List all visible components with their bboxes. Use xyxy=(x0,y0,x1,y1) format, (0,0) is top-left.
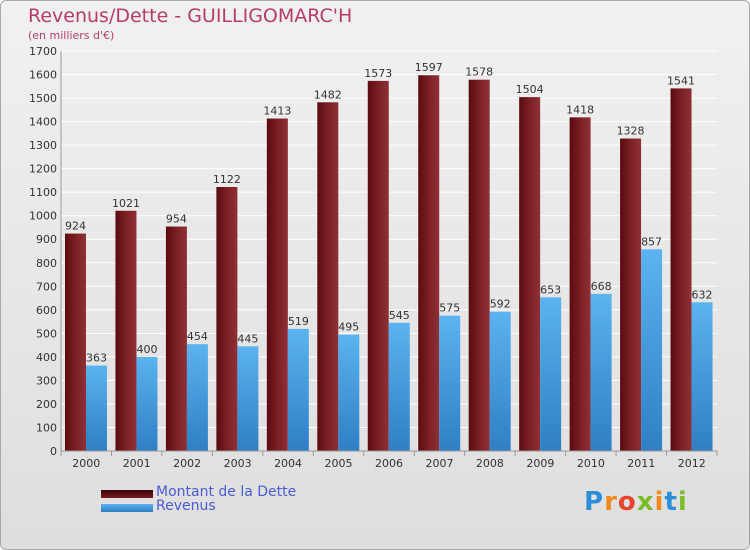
logo-letter: i xyxy=(677,487,688,517)
chart-subtitle: (en milliers d'€) xyxy=(28,29,115,42)
data-label-dette: 1328 xyxy=(617,125,645,138)
data-label-dette: 1504 xyxy=(516,83,544,96)
x-tick-label: 2008 xyxy=(476,457,504,470)
y-tick-label: 300 xyxy=(36,374,57,387)
bar-revenus xyxy=(287,328,309,451)
data-label-dette: 1413 xyxy=(263,105,291,118)
y-tick-label: 400 xyxy=(36,351,57,364)
legend-label-dette: Montant de la Dette xyxy=(156,484,297,500)
data-label-revenus: 400 xyxy=(136,343,157,356)
data-label-revenus: 632 xyxy=(692,288,713,301)
bar-revenus xyxy=(237,346,259,451)
data-label-revenus: 495 xyxy=(338,321,359,334)
bar-revenus xyxy=(489,311,511,451)
data-label-revenus: 545 xyxy=(389,309,410,322)
data-label-revenus: 592 xyxy=(490,298,511,311)
x-tick-label: 2003 xyxy=(224,457,252,470)
data-label-dette: 1418 xyxy=(566,103,594,116)
data-label-revenus: 519 xyxy=(288,315,309,328)
y-tick-label: 1000 xyxy=(29,210,57,223)
logo-letter: P xyxy=(584,487,605,517)
bar-dette xyxy=(670,88,692,451)
data-label-revenus: 575 xyxy=(439,302,460,315)
bar-revenus xyxy=(186,344,208,451)
bar-revenus xyxy=(439,315,461,451)
logo-letter: o xyxy=(617,487,637,517)
y-tick-label: 100 xyxy=(36,421,57,434)
y-tick-label: 500 xyxy=(36,327,57,340)
bar-revenus xyxy=(86,365,107,451)
y-tick-label: 1100 xyxy=(29,186,57,199)
data-label-dette: 1573 xyxy=(364,67,392,80)
x-tick-label: 2002 xyxy=(173,457,201,470)
data-label-dette: 924 xyxy=(65,220,86,233)
bar-dette xyxy=(65,233,86,451)
bar-dette xyxy=(216,187,238,451)
data-label-dette: 1122 xyxy=(213,173,241,186)
data-label-dette: 1482 xyxy=(314,88,342,101)
y-tick-label: 1600 xyxy=(29,69,57,82)
data-label-revenus: 668 xyxy=(591,280,612,293)
chart-title: Revenus/Dette - GUILLIGOMARC'H xyxy=(28,5,353,27)
bar-revenus xyxy=(641,249,663,451)
data-label-dette: 954 xyxy=(166,213,187,226)
bar-dette xyxy=(569,117,591,452)
bar-dette xyxy=(165,226,187,451)
logo-letter: t xyxy=(664,487,678,517)
x-tick-label: 2000 xyxy=(72,457,100,470)
logo-letter: i xyxy=(654,487,665,517)
data-label-revenus: 857 xyxy=(641,235,662,248)
bar-revenus xyxy=(338,334,360,451)
bar-dette xyxy=(317,102,339,451)
data-label-dette: 1578 xyxy=(465,66,493,79)
y-tick-label: 600 xyxy=(36,304,57,317)
x-tick-label: 2006 xyxy=(375,457,403,470)
y-tick-label: 800 xyxy=(36,257,57,270)
x-tick-label: 2007 xyxy=(425,457,453,470)
y-tick-label: 900 xyxy=(36,233,57,246)
y-tick-label: 1700 xyxy=(29,45,57,58)
logo-letter: x xyxy=(636,487,655,517)
bar-revenus xyxy=(540,297,562,451)
x-tick-label: 2010 xyxy=(577,457,605,470)
y-tick-label: 1500 xyxy=(29,92,57,105)
bar-revenus xyxy=(136,356,158,451)
x-tick-label: 2012 xyxy=(678,457,706,470)
y-tick-label: 700 xyxy=(36,280,57,293)
x-tick-label: 2011 xyxy=(627,457,655,470)
data-label-dette: 1541 xyxy=(667,74,695,87)
proxiti-logo: Proxiti xyxy=(584,487,688,517)
x-tick-label: 2005 xyxy=(325,457,353,470)
y-tick-label: 1400 xyxy=(29,116,57,129)
bar-dette xyxy=(367,80,389,451)
y-tick-label: 200 xyxy=(36,398,57,411)
bar-dette xyxy=(418,75,440,451)
data-label-revenus: 445 xyxy=(237,332,258,345)
x-tick-label: 2004 xyxy=(274,457,302,470)
bar-dette xyxy=(266,118,288,451)
bar-revenus xyxy=(691,302,713,451)
bar-dette xyxy=(620,138,642,451)
x-tick-label: 2001 xyxy=(123,457,151,470)
x-tick-label: 2009 xyxy=(526,457,554,470)
data-label-dette: 1597 xyxy=(415,61,443,74)
y-tick-label: 1300 xyxy=(29,139,57,152)
bar-dette xyxy=(519,97,541,451)
bar-revenus xyxy=(388,322,410,451)
legend-swatch-revenus xyxy=(101,504,153,512)
data-label-revenus: 653 xyxy=(540,283,561,296)
y-tick-label: 1200 xyxy=(29,163,57,176)
bar-dette xyxy=(468,79,490,452)
logo-letter: r xyxy=(604,487,618,517)
data-label-revenus: 454 xyxy=(187,330,208,343)
bar-revenus xyxy=(590,293,612,451)
legend-swatch-dette xyxy=(101,490,153,498)
data-label-dette: 1021 xyxy=(112,197,140,210)
legend-label-revenus: Revenus xyxy=(156,498,216,514)
bar-dette xyxy=(115,210,137,451)
data-label-revenus: 363 xyxy=(86,352,107,365)
y-tick-label: 0 xyxy=(50,445,57,458)
